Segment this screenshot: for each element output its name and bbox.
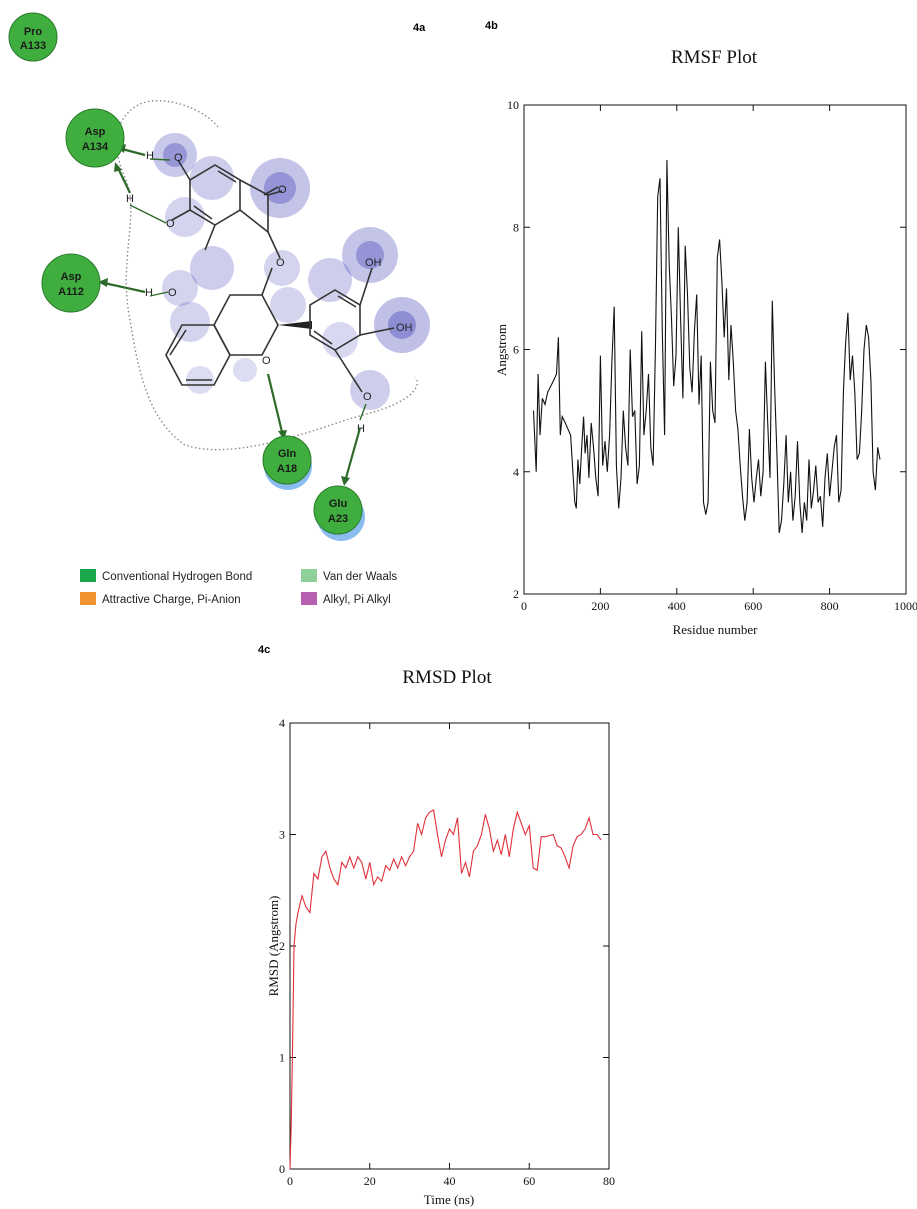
rmsd-y-axis-label: RMSD (Angstrom) (266, 896, 281, 997)
atom-o-carbonyl: O (278, 184, 287, 196)
rmsf-y-tick-label: 8 (513, 220, 519, 234)
rmsf-x-tick-label: 200 (591, 599, 609, 613)
rmsf-x-tick-label: 1000 (894, 599, 917, 613)
rmsf-y-tick-label: 4 (513, 465, 519, 479)
rmsd-plot-frame (289, 722, 610, 1170)
rmsf-x-tick-label: 0 (521, 599, 527, 613)
residue-gln-a18: Gln A18 (262, 435, 312, 490)
residue-name: Glu (329, 498, 347, 510)
legend-label-pi-anion: Attractive Charge, Pi-Anion (102, 594, 241, 606)
rmsd-x-tick-label: 0 (287, 1174, 293, 1188)
rmsf-y-tick-label: 10 (507, 98, 519, 112)
legend-swatch-alkyl (301, 592, 317, 605)
rmsf-axis-ticks: 0 200 400 600 800 1000 2 4 6 8 10 (507, 98, 917, 613)
rmsf-y-tick-label: 6 (513, 343, 519, 357)
rmsf-chart: RMSF Plot 0 200 400 600 800 1000 2 4 6 8 10 Residu… (494, 47, 917, 637)
rmsf-series-line (532, 159, 881, 534)
rmsd-x-tick-label: 80 (603, 1174, 615, 1188)
residue-name: Pro (24, 26, 43, 38)
rmsd-y-tick-label: 3 (279, 828, 285, 842)
atom-o-ring: O (276, 257, 285, 269)
atom-o-2: O (166, 218, 175, 230)
atom-o-3: O (168, 287, 177, 299)
rmsd-y-tick-label: 2 (279, 939, 285, 953)
binding-pocket-outline (116, 100, 419, 451)
residue-glu-a23: Glu A23 (313, 485, 365, 541)
residue-chain: A134 (82, 141, 109, 153)
atom-o-4: O (363, 391, 372, 403)
rmsf-x-tick-label: 400 (668, 599, 686, 613)
rmsd-y-tick-label: 1 (279, 1051, 285, 1065)
atom-o-ring-2: O (262, 355, 271, 367)
rmsf-y-tick-label: 2 (513, 587, 519, 601)
rmsf-x-tick-label: 600 (744, 599, 762, 613)
legend-label-vdw: Van der Waals (323, 571, 397, 583)
atom-h-2: H (126, 193, 134, 205)
rmsf-y-axis-label: Angstrom (494, 324, 509, 376)
residue-chain: A23 (328, 513, 348, 525)
rmsd-x-tick-label: 20 (364, 1174, 376, 1188)
ligand-structure (165, 159, 395, 393)
rmsf-title: RMSF Plot (671, 47, 758, 68)
panel-label-4a: 4a (413, 22, 426, 34)
panel-label-4b: 4b (485, 20, 498, 32)
atom-h-4: H (357, 423, 365, 435)
rmsd-axis-ticks: 0 20 40 60 80 0 1 2 3 4 (279, 716, 615, 1188)
rmsd-x-tick-label: 40 (444, 1174, 456, 1188)
interaction-diagram: O O O O O O OH OH O H H H H (8, 12, 430, 606)
legend-swatch-vdw (301, 569, 317, 582)
residue-chain: A112 (58, 286, 84, 298)
legend-swatch-pi-anion (80, 592, 96, 605)
interaction-legend: Conventional Hydrogen Bond Van der Waals… (80, 569, 397, 606)
rmsd-chart: RMSD Plot 0 20 40 60 80 0 1 2 3 4 Time (ns) RMSD … (266, 667, 615, 1207)
solvent-surface (153, 133, 430, 410)
atom-h-1: H (146, 150, 154, 162)
residue-name: Gln (278, 448, 297, 460)
residue-chain: A133 (20, 40, 46, 52)
hydrogen-bonds (98, 144, 367, 486)
residue-asp-a134: Asp A134 (65, 108, 125, 168)
rmsf-x-axis-label: Residue number (673, 622, 759, 637)
residue-pro-a133: Pro A133 (8, 12, 58, 62)
legend-label-alkyl: Alkyl, Pi Alkyl (323, 594, 391, 606)
atom-oh-2: OH (396, 322, 413, 334)
rmsf-x-tick-label: 800 (821, 599, 839, 613)
rmsd-title: RMSD Plot (402, 667, 492, 688)
rmsd-x-axis-label: Time (ns) (424, 1192, 474, 1207)
rmsd-y-tick-label: 4 (279, 716, 285, 730)
legend-label-hbond: Conventional Hydrogen Bond (102, 571, 252, 583)
residue-name: Asp (85, 126, 106, 138)
atom-h-3: H (145, 287, 153, 299)
rmsd-series-line (289, 809, 602, 1170)
residue-asp-a112: Asp A112 (41, 253, 101, 313)
rmsd-y-tick-label: 0 (279, 1162, 285, 1176)
atom-oh-1: OH (365, 257, 382, 269)
residue-chain: A18 (277, 463, 297, 475)
atom-o-1: O (174, 152, 183, 164)
legend-swatch-hbond (80, 569, 96, 582)
rmsd-x-tick-label: 60 (523, 1174, 535, 1188)
panel-label-4c: 4c (258, 644, 270, 656)
residue-name: Asp (61, 271, 82, 283)
